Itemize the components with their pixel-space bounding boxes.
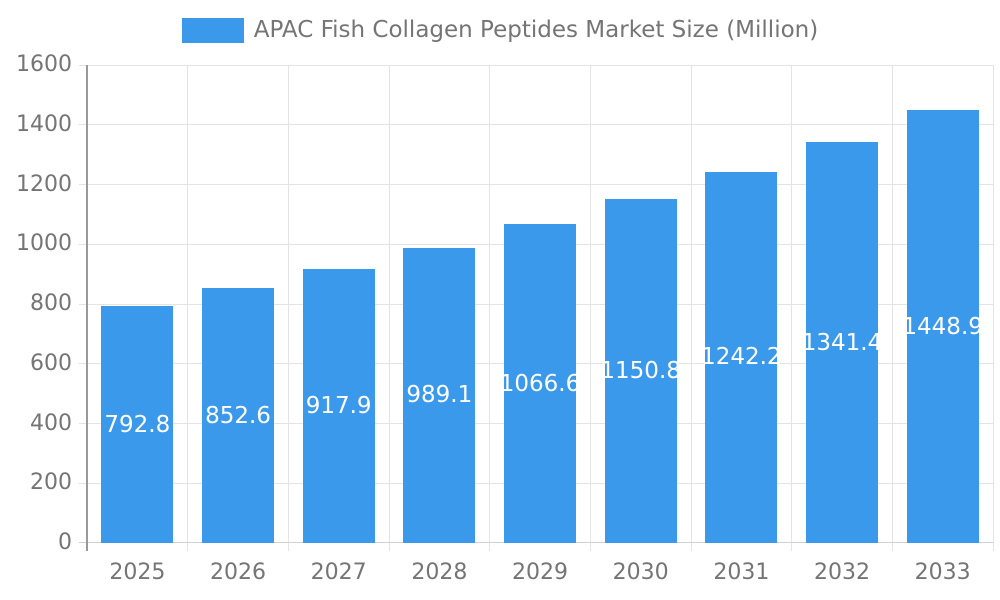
x-axis-labels: 2025 2026 2027 2028 2029 2030 2031 2032 2033: [87, 558, 993, 590]
bar: [604, 199, 677, 543]
v-gridline: [187, 65, 189, 551]
bar-value-label: 989.1: [406, 382, 473, 409]
legend-label: APAC Fish Collagen Peptides Market Size …: [253, 17, 819, 43]
bar: [403, 247, 476, 543]
bar-value-label: 1448.9: [902, 313, 983, 340]
h-gridline: [79, 184, 993, 185]
x-tick-label: 2029: [511, 560, 568, 585]
bar-value-label: 1066.6: [499, 370, 581, 397]
bar: [504, 224, 576, 543]
y-tick-label: 800: [30, 291, 72, 316]
y-tick-label: 400: [30, 410, 72, 436]
bar-value-label: 792.8: [104, 411, 171, 438]
legend-swatch-icon: [181, 17, 244, 43]
v-gridline: [690, 65, 692, 551]
x-tick-label: 2031: [713, 560, 770, 585]
v-gridline: [589, 65, 591, 551]
chart-legend[interactable]: APAC Fish Collagen Peptides Market Size …: [0, 17, 1000, 43]
v-gridline: [992, 65, 994, 551]
bar: [202, 288, 274, 543]
h-gridline: [79, 124, 993, 126]
y-tick-label: 1600: [16, 52, 72, 77]
y-tick-label: 1400: [16, 111, 72, 137]
y-tick-label: 1000: [16, 231, 72, 257]
bar-value-label: 1150.8: [600, 358, 681, 385]
x-tick-label: 2030: [612, 560, 669, 585]
bar: [806, 142, 878, 543]
x-tick-label: 2032: [813, 560, 870, 585]
v-gridline: [791, 65, 793, 551]
y-tick-label: 200: [30, 470, 72, 496]
x-tick-label: 2028: [411, 560, 468, 585]
y-tick-label: 0: [58, 530, 72, 555]
bar: [101, 306, 174, 543]
v-gridline: [388, 65, 390, 551]
y-axis-labels: 0 200 400 600 800 1000 1200 1400 1600: [0, 52, 72, 555]
bar-value-label: 852.6: [205, 402, 271, 429]
v-gridline: [489, 65, 491, 551]
bar: [906, 110, 979, 543]
bar-value-label: 917.9: [305, 392, 372, 419]
x-tick-label: 2025: [109, 560, 166, 585]
bar-value-label: 1341.4: [801, 329, 883, 356]
bar: [302, 268, 375, 543]
plot-area: 792.8 852.6 917.9 989.1 1066.6 1150.8 1242.2 13…: [79, 64, 994, 551]
y-axis-line: [86, 65, 88, 551]
x-tick-label: 2027: [310, 560, 367, 585]
v-gridline: [891, 65, 893, 551]
y-tick-label: 600: [30, 350, 72, 376]
v-gridline: [287, 65, 289, 551]
bar-value-label: 1242.2: [701, 344, 782, 371]
bar: [705, 171, 778, 543]
x-tick-label: 2033: [914, 560, 971, 585]
x-tick-label: 2026: [209, 560, 266, 585]
y-tick-label: 1200: [16, 171, 72, 197]
h-gridline: [79, 64, 993, 66]
